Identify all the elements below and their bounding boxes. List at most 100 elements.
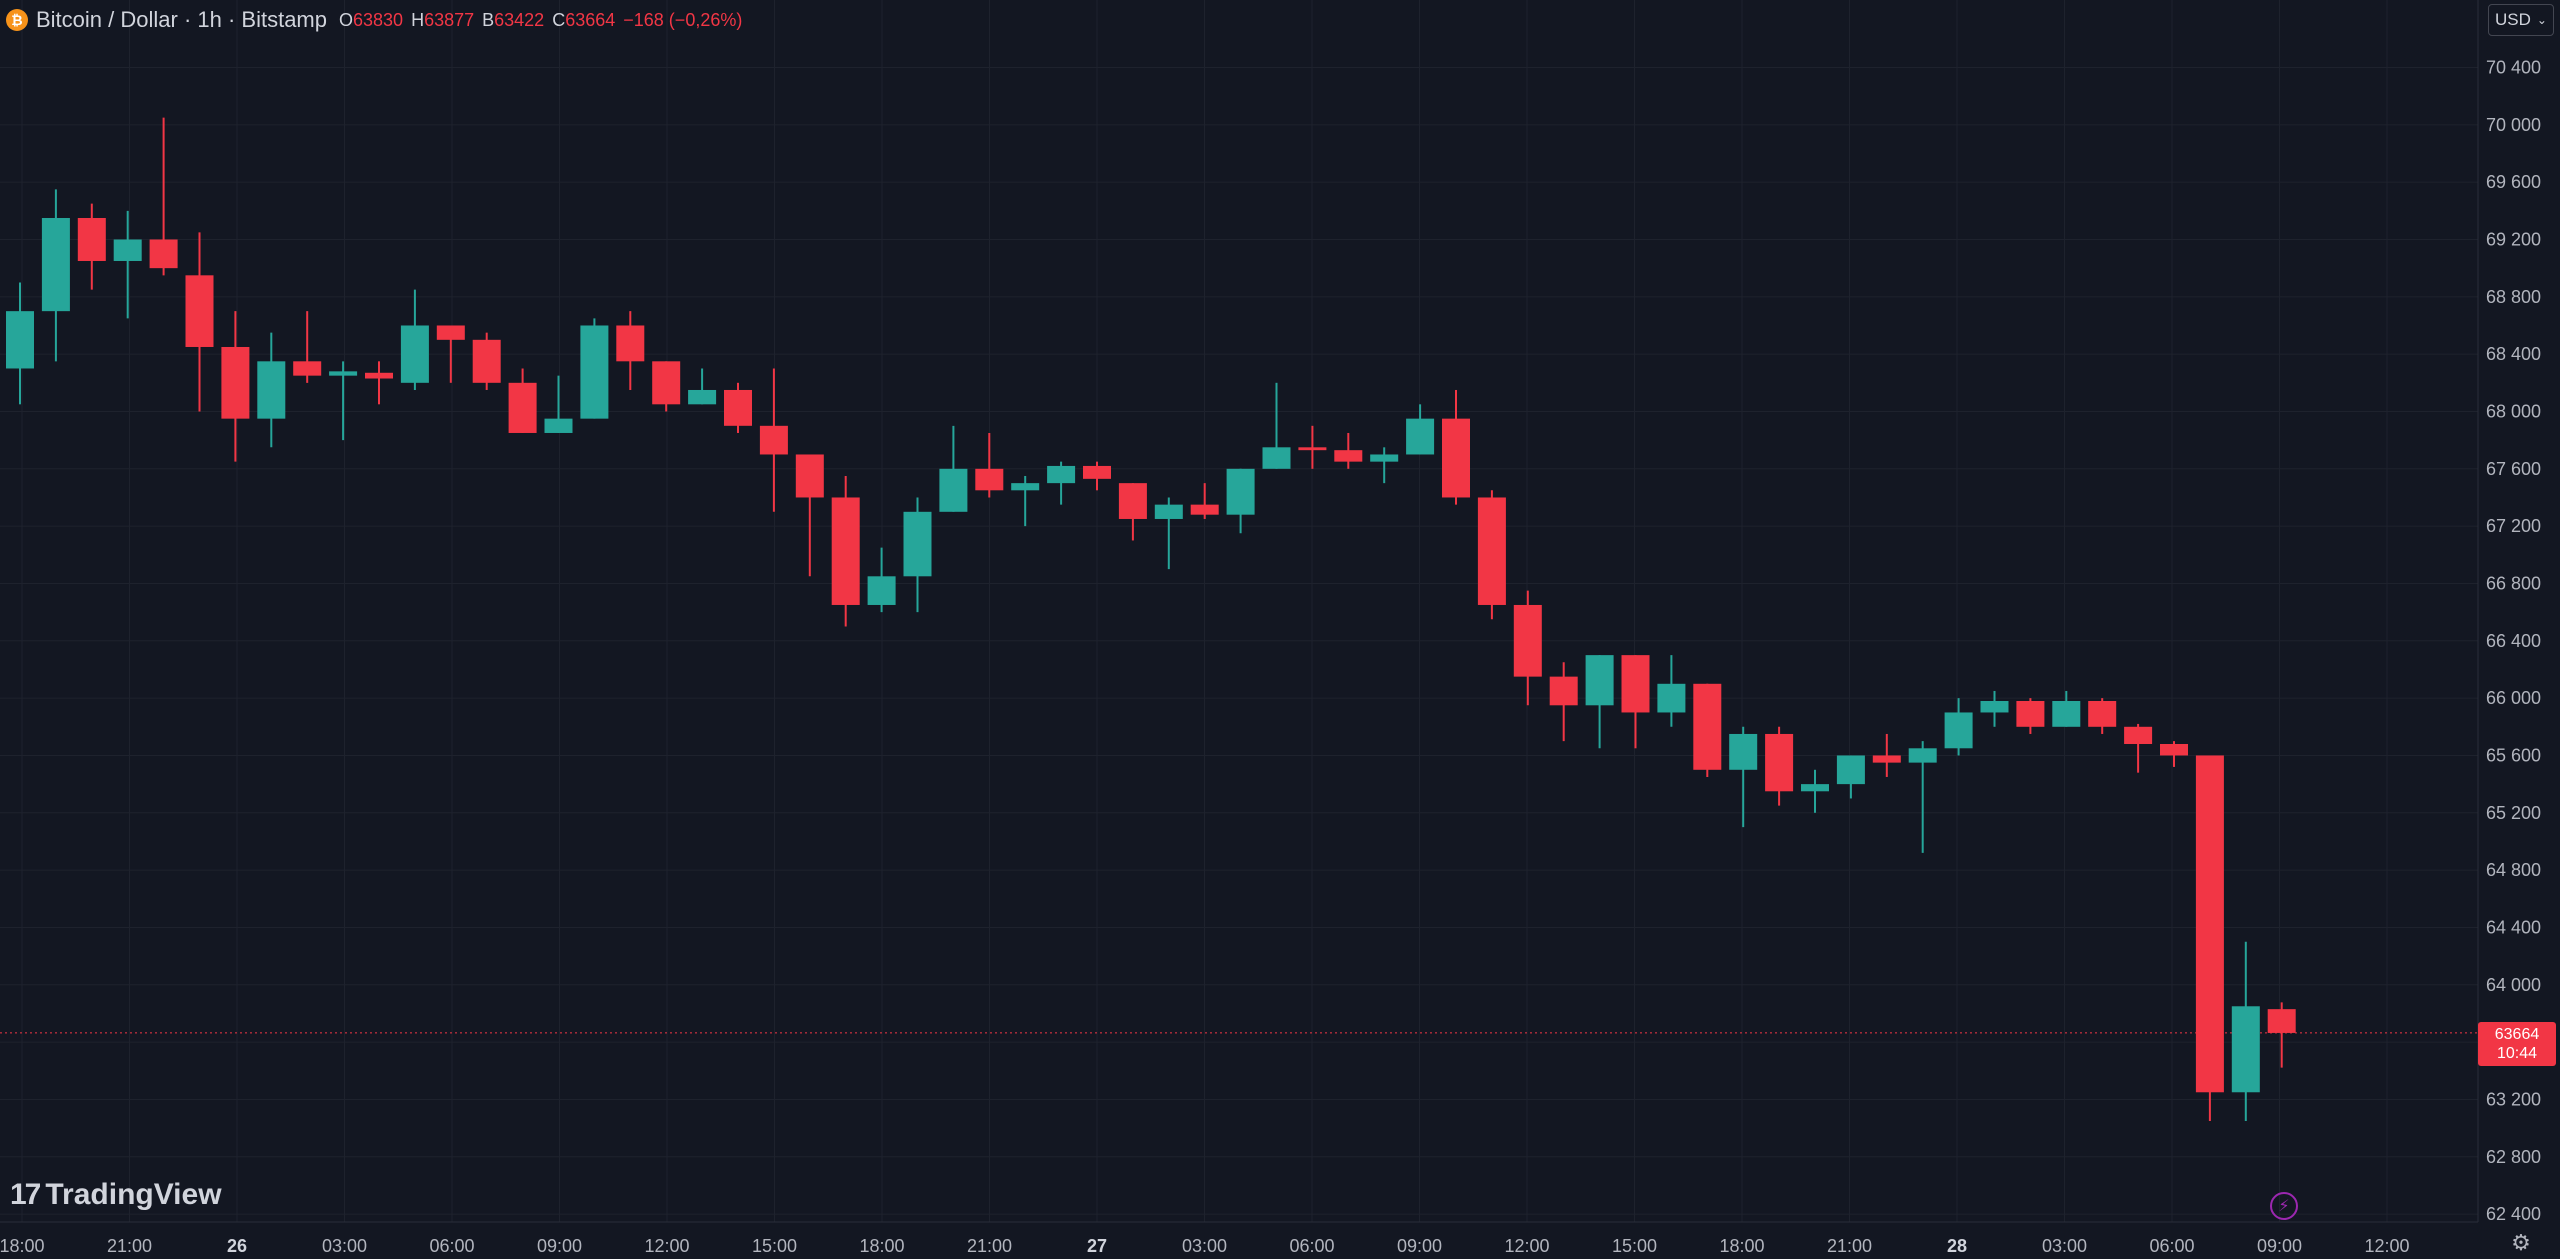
symbol-title[interactable]: Bitcoin / Dollar · 1h · Bitstamp	[36, 7, 327, 32]
chart-grid	[0, 0, 2478, 1222]
last-price-value: 63664	[2494, 1026, 2540, 1043]
candle-body	[400, 325, 429, 383]
price-tick-label: 64 400	[2486, 917, 2541, 937]
candle-down	[1118, 483, 1147, 541]
candle-down	[2016, 698, 2045, 734]
candle-body	[1765, 733, 1794, 792]
candle-body	[77, 217, 106, 261]
lightning-icon[interactable]: ⚡	[2270, 1192, 2298, 1220]
candle-body	[688, 389, 717, 405]
price-tick-label: 68 000	[2486, 401, 2541, 421]
tradingview-logo-icon: 17	[10, 1178, 41, 1211]
candle-body	[867, 576, 896, 605]
time-tick-label: 06:00	[2149, 1236, 2194, 1256]
price-tick-label: 64 000	[2486, 975, 2541, 995]
time-tick-label: 09:00	[1397, 1236, 1442, 1256]
candle-body	[329, 371, 358, 376]
candle-down	[759, 368, 788, 512]
price-tick-label: 66 400	[2486, 631, 2541, 651]
time-tick-label: 12:00	[2364, 1236, 2409, 1256]
candle-body	[365, 372, 393, 379]
candle-body	[1836, 755, 1865, 785]
time-tick-label: 18:00	[1719, 1236, 1764, 1256]
candle-down	[2267, 1002, 2296, 1068]
candle-down	[1334, 432, 1363, 469]
candle-body	[185, 275, 214, 347]
candle-body	[436, 325, 465, 340]
candle-down	[365, 361, 393, 405]
time-tick-label: 03:00	[322, 1236, 367, 1256]
candle-body	[1334, 450, 1363, 462]
candle-body	[1477, 497, 1506, 605]
candle-down	[2160, 741, 2188, 767]
time-tick-label: 03:00	[2042, 1236, 2087, 1256]
candle-body	[1154, 504, 1183, 519]
bitcoin-icon[interactable]: ₿	[6, 9, 28, 31]
candle-body	[1872, 755, 1901, 763]
candle-body	[1657, 683, 1686, 713]
candle-body	[113, 239, 142, 261]
symbol-legend: ₿ Bitcoin / Dollar · 1h · Bitstamp O6383…	[6, 6, 742, 34]
price-axis[interactable]: 70 400 70 000 69 600 69 200 68 800 68 400 68 0…	[2486, 58, 2541, 1225]
time-axis[interactable]: 18:00 21:00 26 03:00 06:00 09:00 12:00 15:00 18:…	[0, 1236, 2410, 1256]
candle-up	[2052, 690, 2081, 727]
time-tick-label: 03:00	[1182, 1236, 1227, 1256]
candle-body	[257, 361, 286, 419]
candle-up	[1657, 655, 1686, 727]
tradingview-logo[interactable]: 17 TradingView	[10, 1178, 222, 1212]
candle-up	[544, 375, 573, 433]
candle-body	[149, 239, 178, 269]
candle-body	[2267, 1009, 2296, 1033]
candle-body	[2195, 755, 2224, 1093]
price-tick-label: 64 800	[2486, 860, 2541, 880]
low-value: B63422	[482, 9, 545, 30]
candle-down	[652, 361, 681, 412]
candle-down	[975, 432, 1004, 498]
candle-body	[2016, 700, 2045, 727]
candle-down	[472, 332, 501, 390]
candle-down	[221, 311, 250, 462]
candle-body	[1298, 447, 1327, 451]
candle-up	[113, 210, 142, 319]
candle-down	[2124, 723, 2153, 773]
time-tick-label: 21:00	[107, 1236, 152, 1256]
price-tick-label: 65 200	[2486, 803, 2541, 823]
candle-up	[257, 332, 286, 448]
high-value: H63877	[411, 9, 475, 30]
candle-up	[2231, 941, 2260, 1121]
candle-up	[1154, 497, 1183, 570]
candle-body	[2052, 700, 2081, 727]
candle-body	[221, 346, 250, 419]
candle-down	[1083, 461, 1111, 491]
candle-body	[975, 468, 1004, 491]
candle-up	[939, 425, 968, 512]
gear-icon[interactable]: ⚙	[2511, 1230, 2531, 1255]
time-tick-label: 18:00	[0, 1236, 45, 1256]
time-tick-label: 09:00	[537, 1236, 582, 1256]
candle-up	[867, 547, 896, 613]
time-tick-label: 21:00	[1827, 1236, 1872, 1256]
candle-body	[580, 325, 609, 419]
time-tick-label: 06:00	[1289, 1236, 1334, 1256]
candle-body	[1585, 655, 1614, 706]
time-tick-label: 12:00	[644, 1236, 689, 1256]
price-tick-label: 68 400	[2486, 344, 2541, 364]
candle-down	[2088, 698, 2117, 734]
currency-selector[interactable]: USD ⌄	[2488, 4, 2554, 36]
candle-body	[1190, 504, 1219, 515]
candle-up	[6, 282, 34, 405]
tradingview-logo-text: TradingView	[45, 1178, 222, 1211]
chevron-down-icon: ⌄	[2536, 13, 2547, 27]
candle-up	[329, 361, 358, 441]
candle-body	[2160, 743, 2188, 756]
candle-body	[544, 418, 573, 433]
candle-down	[1513, 590, 1542, 706]
price-tick-label: 70 000	[2486, 115, 2541, 135]
candle-body	[41, 217, 70, 312]
candle-down	[1549, 662, 1578, 742]
candle-up	[1801, 769, 1829, 813]
time-tick-label: 28	[1947, 1236, 1967, 1256]
candle-body	[1370, 454, 1399, 462]
price-change: −168 (−0,26%)	[623, 9, 743, 30]
